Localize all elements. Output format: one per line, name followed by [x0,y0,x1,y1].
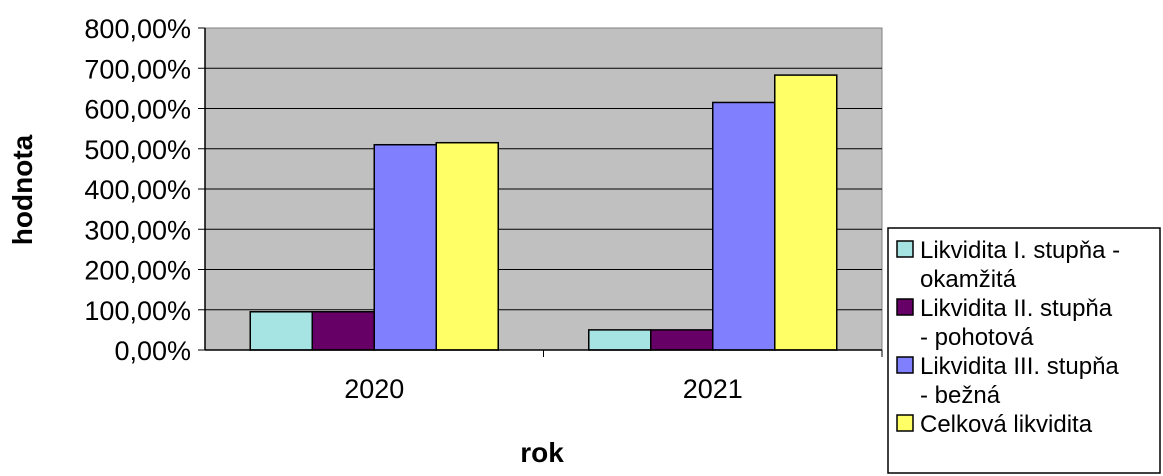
legend-swatch [896,356,914,374]
legend-box [887,227,1161,474]
legend-label: Likvidita I. stupňa - [920,237,1120,264]
legend-label: Celková likvidita [920,411,1093,438]
x-axis-title: rok [520,437,564,468]
legend-swatch [896,414,914,432]
y-tick-label: 800,00% [84,14,191,44]
y-tick-label: 0,00% [114,336,191,366]
y-tick-label: 100,00% [84,296,191,326]
y-tick-label: 400,00% [84,175,191,205]
x-tick-label: 2021 [683,374,743,404]
y-tick-label: 200,00% [84,256,191,286]
y-tick-label: 500,00% [84,135,191,165]
bar [249,311,313,351]
bar [435,141,499,351]
y-tick-label: 600,00% [84,95,191,125]
y-tick-label: 300,00% [84,215,191,245]
y-axis-title: hodnota [7,134,38,245]
axes: 0,00% 100,00% 200,00% 300,00% 400,00% 500,00%… [84,14,883,404]
bar [373,143,437,351]
bar [774,74,838,351]
legend-label: okamžitá [920,266,1017,293]
bar [311,311,375,351]
x-tick-label: 2020 [344,374,404,404]
legend-label: Likvidita III. stupňa [920,353,1119,380]
legend-label: - pohotová [920,324,1034,351]
bar [650,329,714,351]
legend-label: - bežná [920,382,1001,409]
legend-swatch [896,240,914,258]
bar [712,101,776,351]
legend-label: Likvidita II. stupňa [920,295,1113,322]
y-tick-label: 700,00% [84,54,191,84]
legend-swatch [896,298,914,316]
bar [588,329,652,351]
